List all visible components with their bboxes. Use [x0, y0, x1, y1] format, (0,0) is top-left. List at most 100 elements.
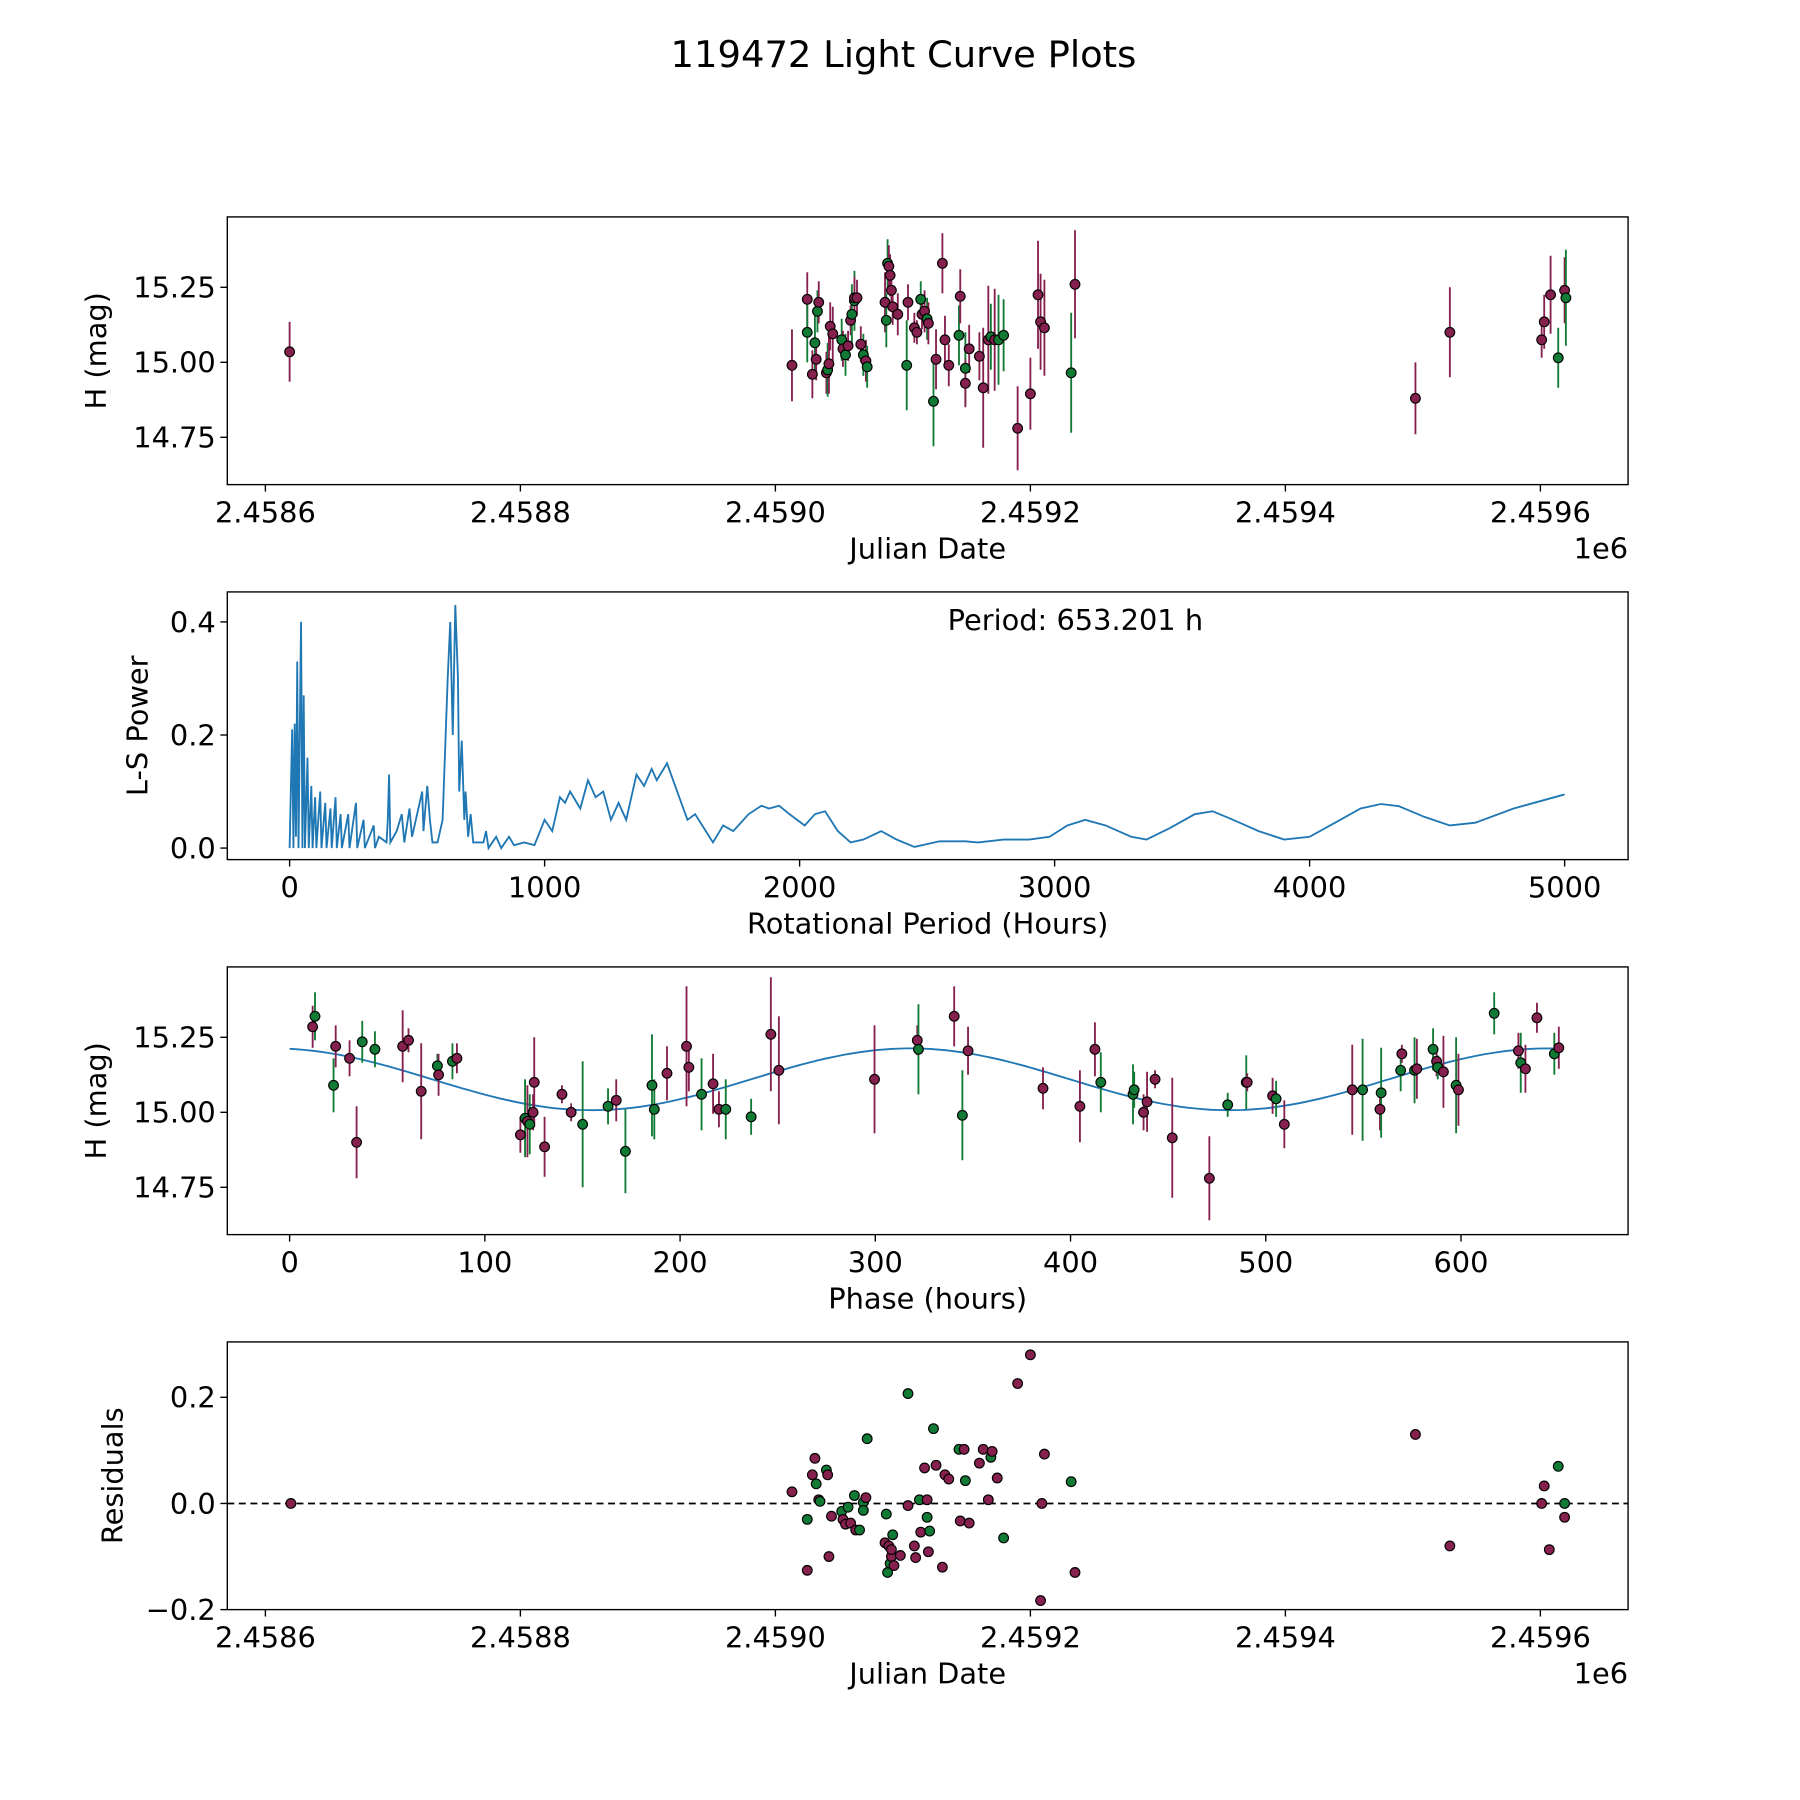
data-point — [1149, 1073, 1161, 1085]
x-tick-label: 2.4588 — [470, 1621, 571, 1655]
data-point — [814, 1495, 826, 1507]
x-tick-label: 300 — [848, 1246, 903, 1280]
data-point — [880, 314, 892, 326]
data-point — [1552, 352, 1564, 364]
data-point — [846, 308, 858, 320]
data-point — [1543, 1544, 1555, 1556]
figure-title: 119472 Light Curve Plots — [671, 33, 1137, 76]
data-point — [823, 358, 835, 370]
x-tick-label: 500 — [1238, 1246, 1293, 1280]
data-point — [773, 1064, 785, 1076]
y-tick-label: 14.75 — [133, 1171, 216, 1205]
data-point — [1375, 1087, 1387, 1099]
data-point — [1552, 1460, 1564, 1472]
data-point — [854, 1524, 865, 1536]
y-tick-label: 0.4 — [170, 605, 216, 639]
data-point — [1512, 1045, 1524, 1057]
data-point — [810, 1478, 822, 1490]
data-point — [986, 1446, 998, 1457]
data-point — [801, 1513, 813, 1525]
data-point — [840, 349, 851, 361]
data-point — [1074, 1100, 1086, 1112]
axes-frame — [226, 216, 1629, 486]
plot-area — [227, 1349, 1629, 1607]
data-point — [1357, 1084, 1369, 1096]
data-point — [857, 1504, 869, 1516]
plot-area — [288, 604, 1565, 851]
data-point — [954, 290, 966, 302]
data-point — [801, 1564, 813, 1576]
x-tick-label: 2000 — [763, 871, 836, 905]
data-point — [1038, 322, 1050, 334]
data-point — [1444, 326, 1456, 338]
data-point — [1141, 1096, 1153, 1108]
data-point — [809, 337, 821, 349]
data-point — [902, 296, 914, 308]
data-point — [827, 328, 839, 340]
period-annotation: Period: 653.201 h — [948, 603, 1203, 637]
data-point — [928, 395, 939, 407]
data-point — [1270, 1093, 1282, 1105]
x-tick-label: 5000 — [1528, 871, 1601, 905]
y-tick-label: 15.00 — [133, 1096, 216, 1130]
data-point — [887, 301, 899, 313]
data-point — [1024, 388, 1036, 400]
data-point — [1453, 1084, 1464, 1096]
x-tick-label: 2.4588 — [470, 496, 571, 530]
y-tick-label: 0.0 — [170, 831, 216, 865]
x-tick-label: 2.4590 — [725, 496, 826, 530]
fit-curve — [289, 1047, 1563, 1112]
data-point — [451, 1052, 463, 1064]
data-point — [959, 362, 971, 374]
y-axis-label: H (mag) — [79, 1042, 113, 1159]
data-point — [943, 1473, 955, 1485]
data-point — [1089, 1043, 1101, 1055]
x-tick-label: 2.4586 — [215, 1621, 316, 1655]
data-point — [1203, 1172, 1215, 1184]
y-tick-label: 0.2 — [170, 718, 216, 752]
data-point — [1036, 1498, 1048, 1509]
data-point — [809, 1452, 821, 1464]
y-axis-label: Residuals — [95, 1407, 129, 1544]
data-point — [869, 1073, 880, 1085]
data-point — [1395, 1064, 1407, 1076]
x-axis-label: Julian Date — [847, 531, 1006, 565]
data-point — [948, 1010, 960, 1022]
data-point — [921, 1494, 933, 1506]
data-point — [888, 1560, 900, 1571]
data-point — [958, 1443, 970, 1455]
x-axis-label: Julian Date — [847, 1656, 1006, 1690]
periodogram-line — [288, 604, 1565, 851]
data-point — [720, 1103, 732, 1115]
data-point — [902, 1388, 914, 1400]
axes-frame — [226, 591, 1629, 861]
data-point — [915, 1526, 927, 1538]
data-point — [328, 1079, 339, 1091]
data-point — [577, 1118, 589, 1130]
data-point — [1444, 1540, 1456, 1552]
data-point — [954, 1515, 966, 1527]
data-point — [786, 1486, 798, 1498]
data-point — [998, 329, 1010, 341]
data-point — [1531, 1012, 1543, 1024]
data-point — [885, 1544, 897, 1556]
data-point — [1095, 1076, 1107, 1088]
data-point — [810, 353, 822, 365]
data-point — [911, 326, 923, 338]
data-point — [1538, 316, 1550, 328]
x-tick-label: 2.4590 — [725, 1621, 826, 1655]
data-point — [902, 1500, 914, 1512]
data-point — [823, 1551, 835, 1562]
data-point — [911, 1034, 923, 1046]
data-point — [930, 353, 942, 365]
data-point — [648, 1103, 660, 1115]
data-point — [822, 1469, 834, 1481]
data-point — [1241, 1076, 1253, 1088]
data-point — [921, 1511, 933, 1523]
data-point — [991, 1472, 1003, 1484]
data-point — [1278, 1118, 1290, 1130]
data-point — [812, 305, 823, 317]
y-tick-label: 15.25 — [133, 1021, 216, 1055]
data-point — [959, 377, 971, 389]
